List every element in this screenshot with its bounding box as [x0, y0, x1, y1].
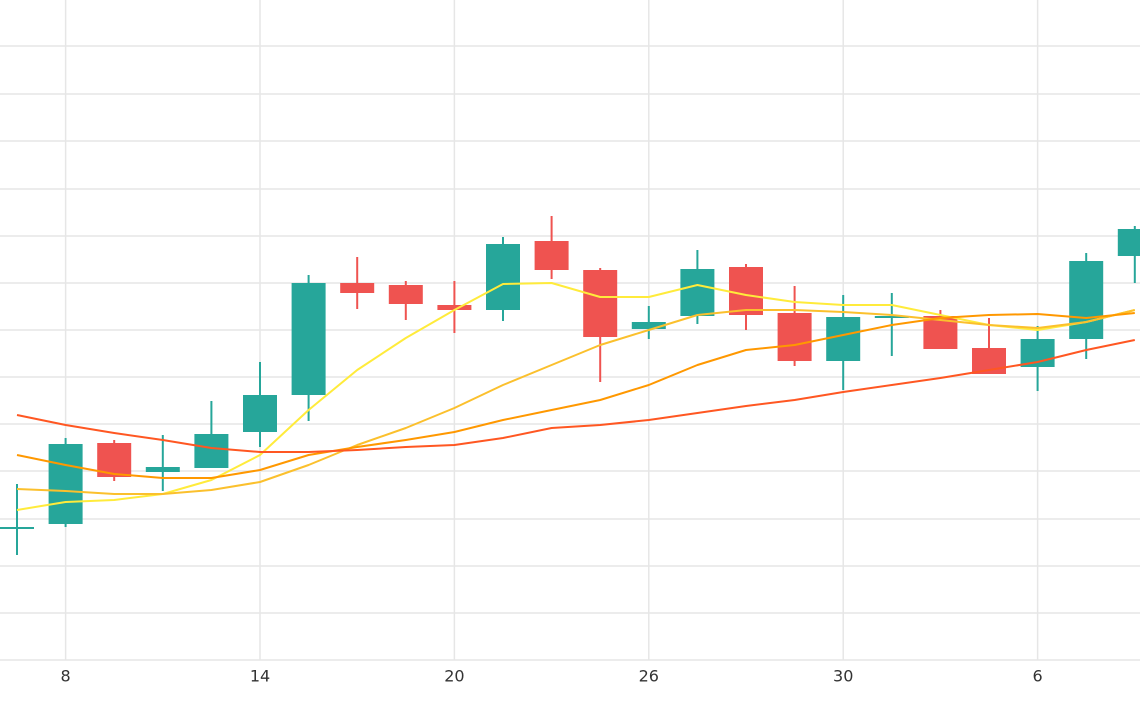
candle-body	[340, 283, 375, 293]
candle-body	[631, 322, 666, 329]
candle-body	[826, 317, 861, 361]
candle-body	[1117, 229, 1140, 256]
candle-body	[388, 285, 423, 304]
candle-body	[486, 244, 520, 310]
candle-body	[777, 313, 812, 361]
moving-average-line	[16, 339, 1136, 453]
candle-body	[145, 467, 180, 472]
candle-body	[583, 270, 618, 337]
candle-body	[291, 283, 326, 395]
candle-body	[194, 434, 229, 468]
candle-body	[729, 267, 763, 315]
candle-body	[0, 527, 34, 529]
x-tick-label: 20	[444, 667, 464, 686]
candle-body	[437, 305, 472, 310]
candle-body	[680, 269, 715, 316]
x-tick-label: 30	[833, 667, 853, 686]
x-tick-label: 8	[61, 667, 71, 686]
x-tick-label: 6	[1033, 667, 1043, 686]
x-tick-label: 26	[639, 667, 659, 686]
x-tick-label: 14	[250, 667, 270, 686]
candle-body	[1069, 261, 1104, 339]
candle-body	[48, 444, 83, 524]
moving-average-line	[16, 312, 1135, 479]
candle-body	[534, 241, 569, 270]
moving-average-line	[16, 309, 1136, 495]
candle-body	[243, 395, 277, 432]
candle-body	[874, 316, 909, 318]
